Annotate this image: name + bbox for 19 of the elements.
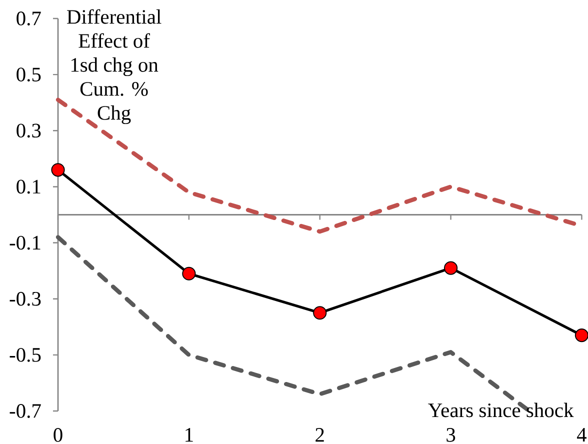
y-tick-label: -0.7	[10, 404, 41, 418]
y-tick-label: 0.5	[16, 68, 41, 82]
y-tick-label: 0.3	[16, 124, 41, 138]
y-tick-label: 0.7	[16, 12, 41, 26]
point	[51, 163, 65, 177]
x-axis-title: Years since shock	[428, 402, 574, 418]
y-tick-label: -0.3	[10, 292, 41, 306]
x-tick-label: 0	[54, 428, 62, 442]
y-axis-title: Differential Effect of 1sd chg on Cum. % Chg	[67, 9, 162, 124]
x-tick-label: 4	[576, 428, 587, 442]
point	[313, 306, 327, 320]
y-tick-label: 0.1	[16, 180, 40, 194]
point	[182, 266, 196, 280]
y-tick-label: -0.1	[10, 236, 40, 250]
x-tick-label: 3	[446, 428, 456, 442]
x-tick-label: 2	[316, 428, 324, 442]
point	[444, 261, 458, 275]
y-tick-label: -0.5	[10, 348, 41, 362]
x-tick-label: 1	[186, 428, 193, 442]
